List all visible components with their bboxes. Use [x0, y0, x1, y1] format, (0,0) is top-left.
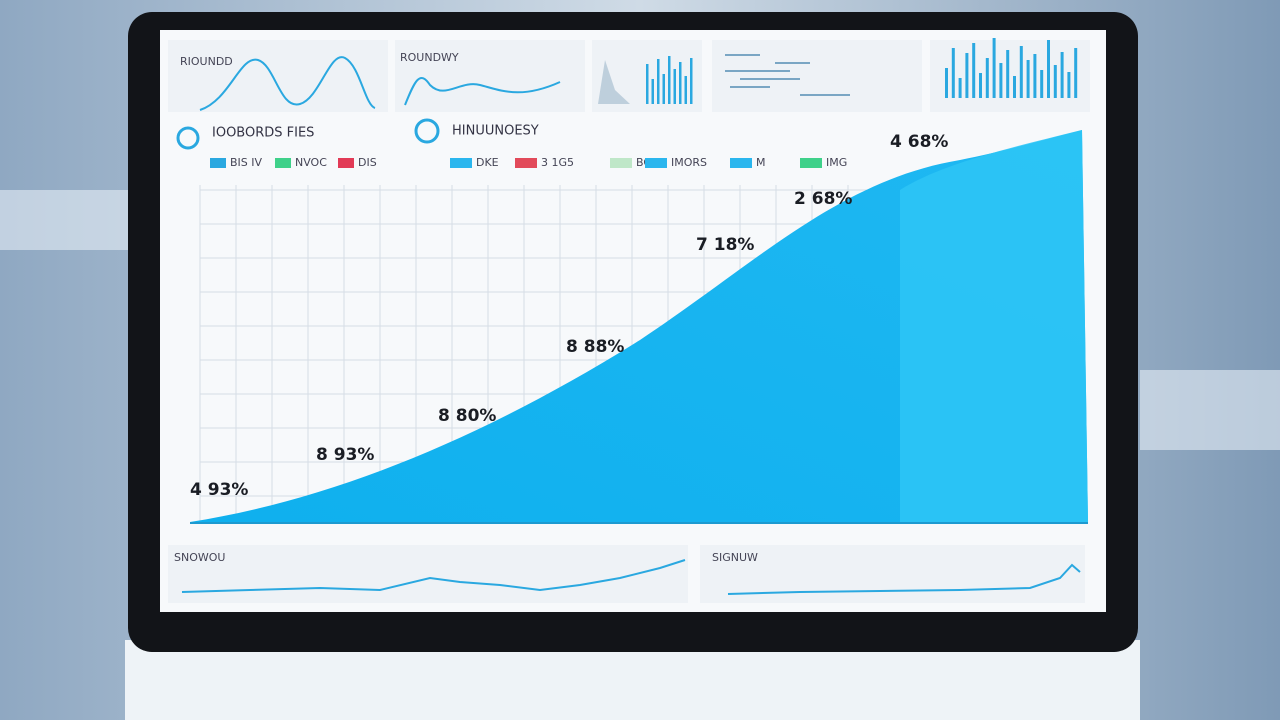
mini-bar: [679, 62, 682, 104]
mini-bar: [965, 53, 969, 98]
sparkline: [404, 77, 561, 106]
mini-bar: [673, 69, 676, 104]
legend-swatch: [645, 158, 667, 168]
mini-bar: [972, 43, 976, 98]
mini-bar: [690, 58, 693, 104]
legend-swatch: [210, 158, 226, 168]
legend-label: M: [756, 156, 766, 169]
mini-bar: [945, 68, 948, 98]
mini-bar: [684, 76, 687, 104]
annotation: 4 68%: [890, 132, 948, 152]
background-shelf: [0, 190, 140, 250]
section-title: IOOBORDS FIES: [212, 126, 314, 141]
mini-bars: [646, 56, 693, 104]
mini-bar: [951, 48, 955, 98]
annotations: 4 93% 8 93% 8 80% 8 88% 7 18% 2 68% 4 68%: [190, 132, 948, 500]
legend-swatch: [338, 158, 354, 168]
mini-lines: [725, 54, 850, 96]
mini-bar: [1074, 48, 1078, 98]
sparkline: [199, 56, 376, 111]
mini-bar: [1040, 70, 1044, 98]
legend-label: BIS IV: [230, 156, 263, 169]
sparkline: [727, 563, 1081, 595]
mini-bar: [1033, 54, 1037, 98]
legend-label: DIS: [358, 156, 377, 169]
area-highlight: [900, 130, 1088, 522]
legend-swatch: [730, 158, 752, 168]
sparkline: [181, 559, 686, 593]
legend-swatch: [515, 158, 537, 168]
panel: [168, 545, 688, 603]
panel-title: ROUNDWY: [400, 51, 459, 64]
legend-label: 3 1G5: [541, 156, 574, 169]
mini-bar: [1060, 52, 1064, 98]
mini-area: [598, 60, 630, 104]
legend-swatch: [610, 158, 632, 168]
mini-bar: [1006, 50, 1010, 98]
legend-swatch: [800, 158, 822, 168]
annotation: 8 80%: [438, 406, 496, 426]
section-title: HINUUNOESY: [452, 124, 539, 139]
legend-swatch: [275, 158, 291, 168]
mini-bar: [1067, 72, 1071, 98]
legend-label: IMG: [826, 156, 847, 169]
mini-bar: [668, 56, 671, 104]
panel: [395, 40, 585, 112]
icon: [414, 118, 440, 144]
monitor-base: [125, 640, 1140, 720]
legend-swatch: [450, 158, 472, 168]
mini-bar: [1013, 76, 1016, 98]
annotation: 8 88%: [566, 337, 624, 357]
mini-bar: [958, 78, 962, 98]
panel-title: SNOWOU: [174, 551, 225, 564]
mini-bars: [945, 38, 1078, 98]
panel-title: SIGNUW: [712, 551, 758, 564]
mini-bar: [1026, 60, 1030, 98]
mini-bar: [651, 79, 654, 104]
annotation: 4 93%: [190, 480, 248, 500]
icon: [176, 126, 200, 150]
annotation: 7 18%: [696, 235, 754, 255]
mini-bar: [985, 58, 989, 98]
mini-bar: [1053, 65, 1057, 98]
panel-title: RIOUNDD: [180, 55, 233, 68]
mini-bar: [992, 38, 996, 98]
panel: [168, 40, 388, 112]
mini-bar: [1019, 46, 1023, 98]
panel: [712, 40, 922, 112]
background-shelf: [1140, 370, 1280, 450]
legend-label: IMORS: [671, 156, 707, 169]
mini-bar: [646, 64, 649, 104]
mini-bar: [657, 59, 660, 104]
mini-bar: [999, 63, 1003, 98]
area: [190, 130, 1088, 522]
mini-bar: [979, 73, 982, 98]
mini-bar: [1047, 40, 1050, 98]
legend-label: DKE: [476, 156, 499, 169]
legend-label: NVOC: [295, 156, 327, 169]
mini-bar: [662, 74, 665, 104]
annotation: 2 68%: [794, 189, 852, 209]
annotation: 8 93%: [316, 445, 374, 465]
